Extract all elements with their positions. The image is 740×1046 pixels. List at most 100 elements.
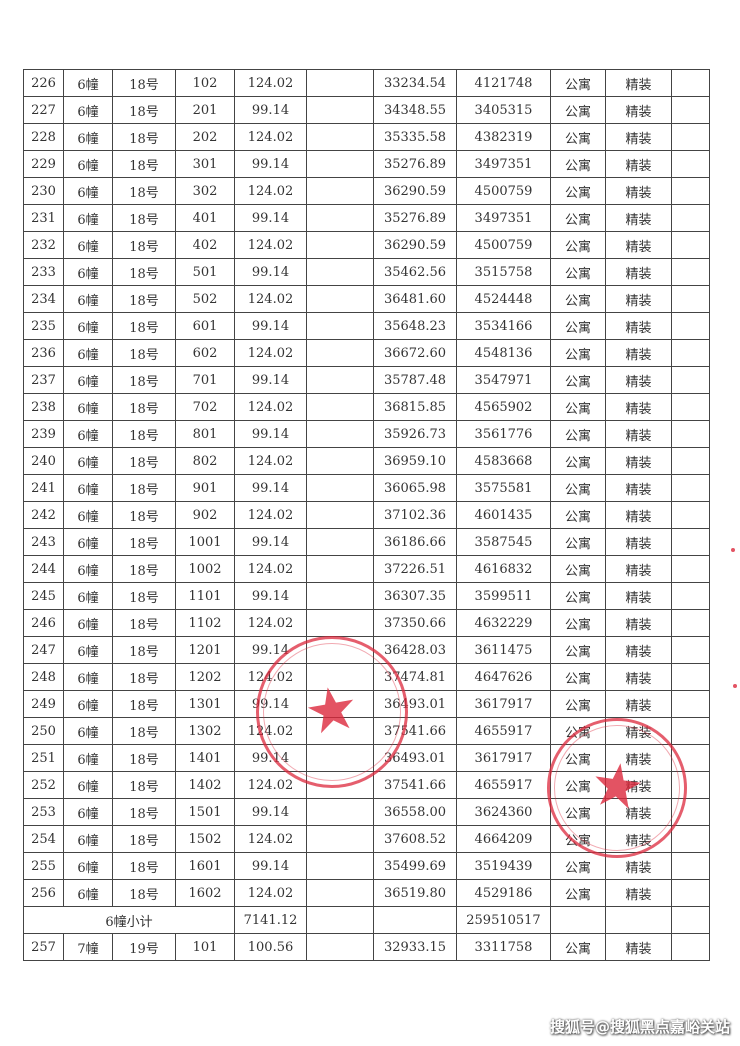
cell-index: 236 bbox=[23, 339, 64, 367]
cell-index: 232 bbox=[23, 231, 64, 259]
cell-index: 251 bbox=[23, 744, 64, 772]
cell-unit: 18号 bbox=[112, 690, 176, 718]
cell-blank1 bbox=[306, 339, 374, 367]
cell-blank1 bbox=[306, 177, 374, 205]
table-row: 243 6幢 18号 1001 99.14 36186.66 3587545 公寓 精装 bbox=[23, 528, 710, 556]
cell-index: 243 bbox=[23, 528, 64, 556]
cell-unit: 19号 bbox=[112, 933, 176, 961]
cell-area: 124.02 bbox=[234, 393, 307, 421]
cell-blank1 bbox=[306, 474, 374, 502]
table-row: 246 6幢 18号 1102 124.02 37350.66 4632229 公寓 精装 bbox=[23, 609, 710, 637]
cell-area: 99.14 bbox=[234, 636, 307, 664]
cell-unit_price: 37541.66 bbox=[373, 717, 457, 745]
cell-index: 253 bbox=[23, 798, 64, 826]
cell-decoration: 精装 bbox=[605, 69, 672, 97]
cell-decoration: 精装 bbox=[605, 825, 672, 853]
cell-blank1 bbox=[306, 933, 374, 961]
cell-unit_price: 35276.89 bbox=[373, 204, 457, 232]
cell-blank1 bbox=[306, 312, 374, 340]
cell-type: 公寓 bbox=[550, 717, 606, 745]
cell-blank1 bbox=[306, 393, 374, 421]
cell-area: 100.56 bbox=[234, 933, 307, 961]
cell-type: 公寓 bbox=[550, 69, 606, 97]
cell-index: 238 bbox=[23, 393, 64, 421]
cell-building: 6幢 bbox=[63, 339, 113, 367]
cell-unit_price: 37474.81 bbox=[373, 663, 457, 691]
cell-area: 99.14 bbox=[234, 744, 307, 772]
table-row: 249 6幢 18号 1301 99.14 36493.01 3617917 公寓 精装 bbox=[23, 690, 710, 718]
cell-decoration: 精装 bbox=[605, 798, 672, 826]
cell-room: 902 bbox=[175, 501, 235, 529]
table-row: 257 7幢 19号 101 100.56 32933.15 3311758 公寓 精装 bbox=[23, 933, 710, 961]
cell-decoration: 精装 bbox=[605, 663, 672, 691]
cell-room: 502 bbox=[175, 285, 235, 313]
cell-blank1 bbox=[306, 663, 374, 691]
table-row: 229 6幢 18号 301 99.14 35276.89 3497351 公寓 精装 bbox=[23, 150, 710, 178]
cell-type: 公寓 bbox=[550, 339, 606, 367]
cell-decoration: 精装 bbox=[605, 150, 672, 178]
cell-room: 1402 bbox=[175, 771, 235, 799]
housing-price-table: 226 6幢 18号 102 124.02 33234.54 4121748 公寓 精装 227 6… bbox=[23, 69, 710, 961]
cell-index: 249 bbox=[23, 690, 64, 718]
cell-total_price: 4616832 bbox=[456, 555, 551, 583]
cell-blank1 bbox=[306, 555, 374, 583]
cell-unit_price: 32933.15 bbox=[373, 933, 457, 961]
table-row: 237 6幢 18号 701 99.14 35787.48 3547971 公寓 精装 bbox=[23, 366, 710, 394]
cell-index: 257 bbox=[23, 933, 64, 961]
cell-index: 255 bbox=[23, 852, 64, 880]
table-row: 254 6幢 18号 1502 124.02 37608.52 4664209 公寓 精装 bbox=[23, 825, 710, 853]
cell-building: 6幢 bbox=[63, 474, 113, 502]
cell-index: 245 bbox=[23, 582, 64, 610]
table-row: 244 6幢 18号 1002 124.02 37226.51 4616832 公寓 精装 bbox=[23, 555, 710, 583]
cell-area: 99.14 bbox=[234, 798, 307, 826]
cell-total_price: 4632229 bbox=[456, 609, 551, 637]
cell-blank2 bbox=[671, 339, 710, 367]
table-row: 239 6幢 18号 801 99.14 35926.73 3561776 公寓 精装 bbox=[23, 420, 710, 448]
stamp-mark bbox=[731, 548, 735, 552]
table-row: 233 6幢 18号 501 99.14 35462.56 3515758 公寓 精装 bbox=[23, 258, 710, 286]
cell-unit: 18号 bbox=[112, 420, 176, 448]
cell-type: 公寓 bbox=[550, 744, 606, 772]
cell-unit_price: 36428.03 bbox=[373, 636, 457, 664]
cell-decoration: 精装 bbox=[605, 528, 672, 556]
cell-blank1 bbox=[306, 204, 374, 232]
cell-room: 301 bbox=[175, 150, 235, 178]
table-row: 256 6幢 18号 1602 124.02 36519.80 4529186 公寓 精装 bbox=[23, 879, 710, 907]
cell-total_price: 3497351 bbox=[456, 204, 551, 232]
cell-blank2 bbox=[671, 582, 710, 610]
table-row: 231 6幢 18号 401 99.14 35276.89 3497351 公寓 精装 bbox=[23, 204, 710, 232]
cell-building: 6幢 bbox=[63, 69, 113, 97]
cell-blank2 bbox=[671, 177, 710, 205]
cell-type: 公寓 bbox=[550, 231, 606, 259]
cell-unit: 18号 bbox=[112, 744, 176, 772]
cell-decoration: 精装 bbox=[605, 474, 672, 502]
cell-type: 公寓 bbox=[550, 204, 606, 232]
cell-building: 6幢 bbox=[63, 177, 113, 205]
cell-index: 228 bbox=[23, 123, 64, 151]
cell-unit: 18号 bbox=[112, 312, 176, 340]
cell-area: 124.02 bbox=[234, 717, 307, 745]
cell-blank2 bbox=[671, 69, 710, 97]
cell-total_price: 3561776 bbox=[456, 420, 551, 448]
cell-blank1 bbox=[306, 609, 374, 637]
cell-area: 124.02 bbox=[234, 285, 307, 313]
cell-decoration: 精装 bbox=[605, 96, 672, 124]
cell-index: 242 bbox=[23, 501, 64, 529]
cell-index: 248 bbox=[23, 663, 64, 691]
cell-building: 6幢 bbox=[63, 393, 113, 421]
cell-unit_price: 36959.10 bbox=[373, 447, 457, 475]
table-row: 226 6幢 18号 102 124.02 33234.54 4121748 公寓 精装 bbox=[23, 69, 710, 97]
cell-blank1 bbox=[306, 582, 374, 610]
cell-total_price: 4529186 bbox=[456, 879, 551, 907]
cell-blank1 bbox=[306, 852, 374, 880]
cell-blank2 bbox=[671, 717, 710, 745]
cell-room: 601 bbox=[175, 312, 235, 340]
cell-type: 公寓 bbox=[550, 771, 606, 799]
cell-blank2 bbox=[671, 609, 710, 637]
cell-unit: 18号 bbox=[112, 852, 176, 880]
cell-type: 公寓 bbox=[550, 420, 606, 448]
cell-building: 6幢 bbox=[63, 636, 113, 664]
cell-room: 1101 bbox=[175, 582, 235, 610]
table-row: 234 6幢 18号 502 124.02 36481.60 4524448 公寓 精装 bbox=[23, 285, 710, 313]
cell-decoration: 精装 bbox=[605, 501, 672, 529]
